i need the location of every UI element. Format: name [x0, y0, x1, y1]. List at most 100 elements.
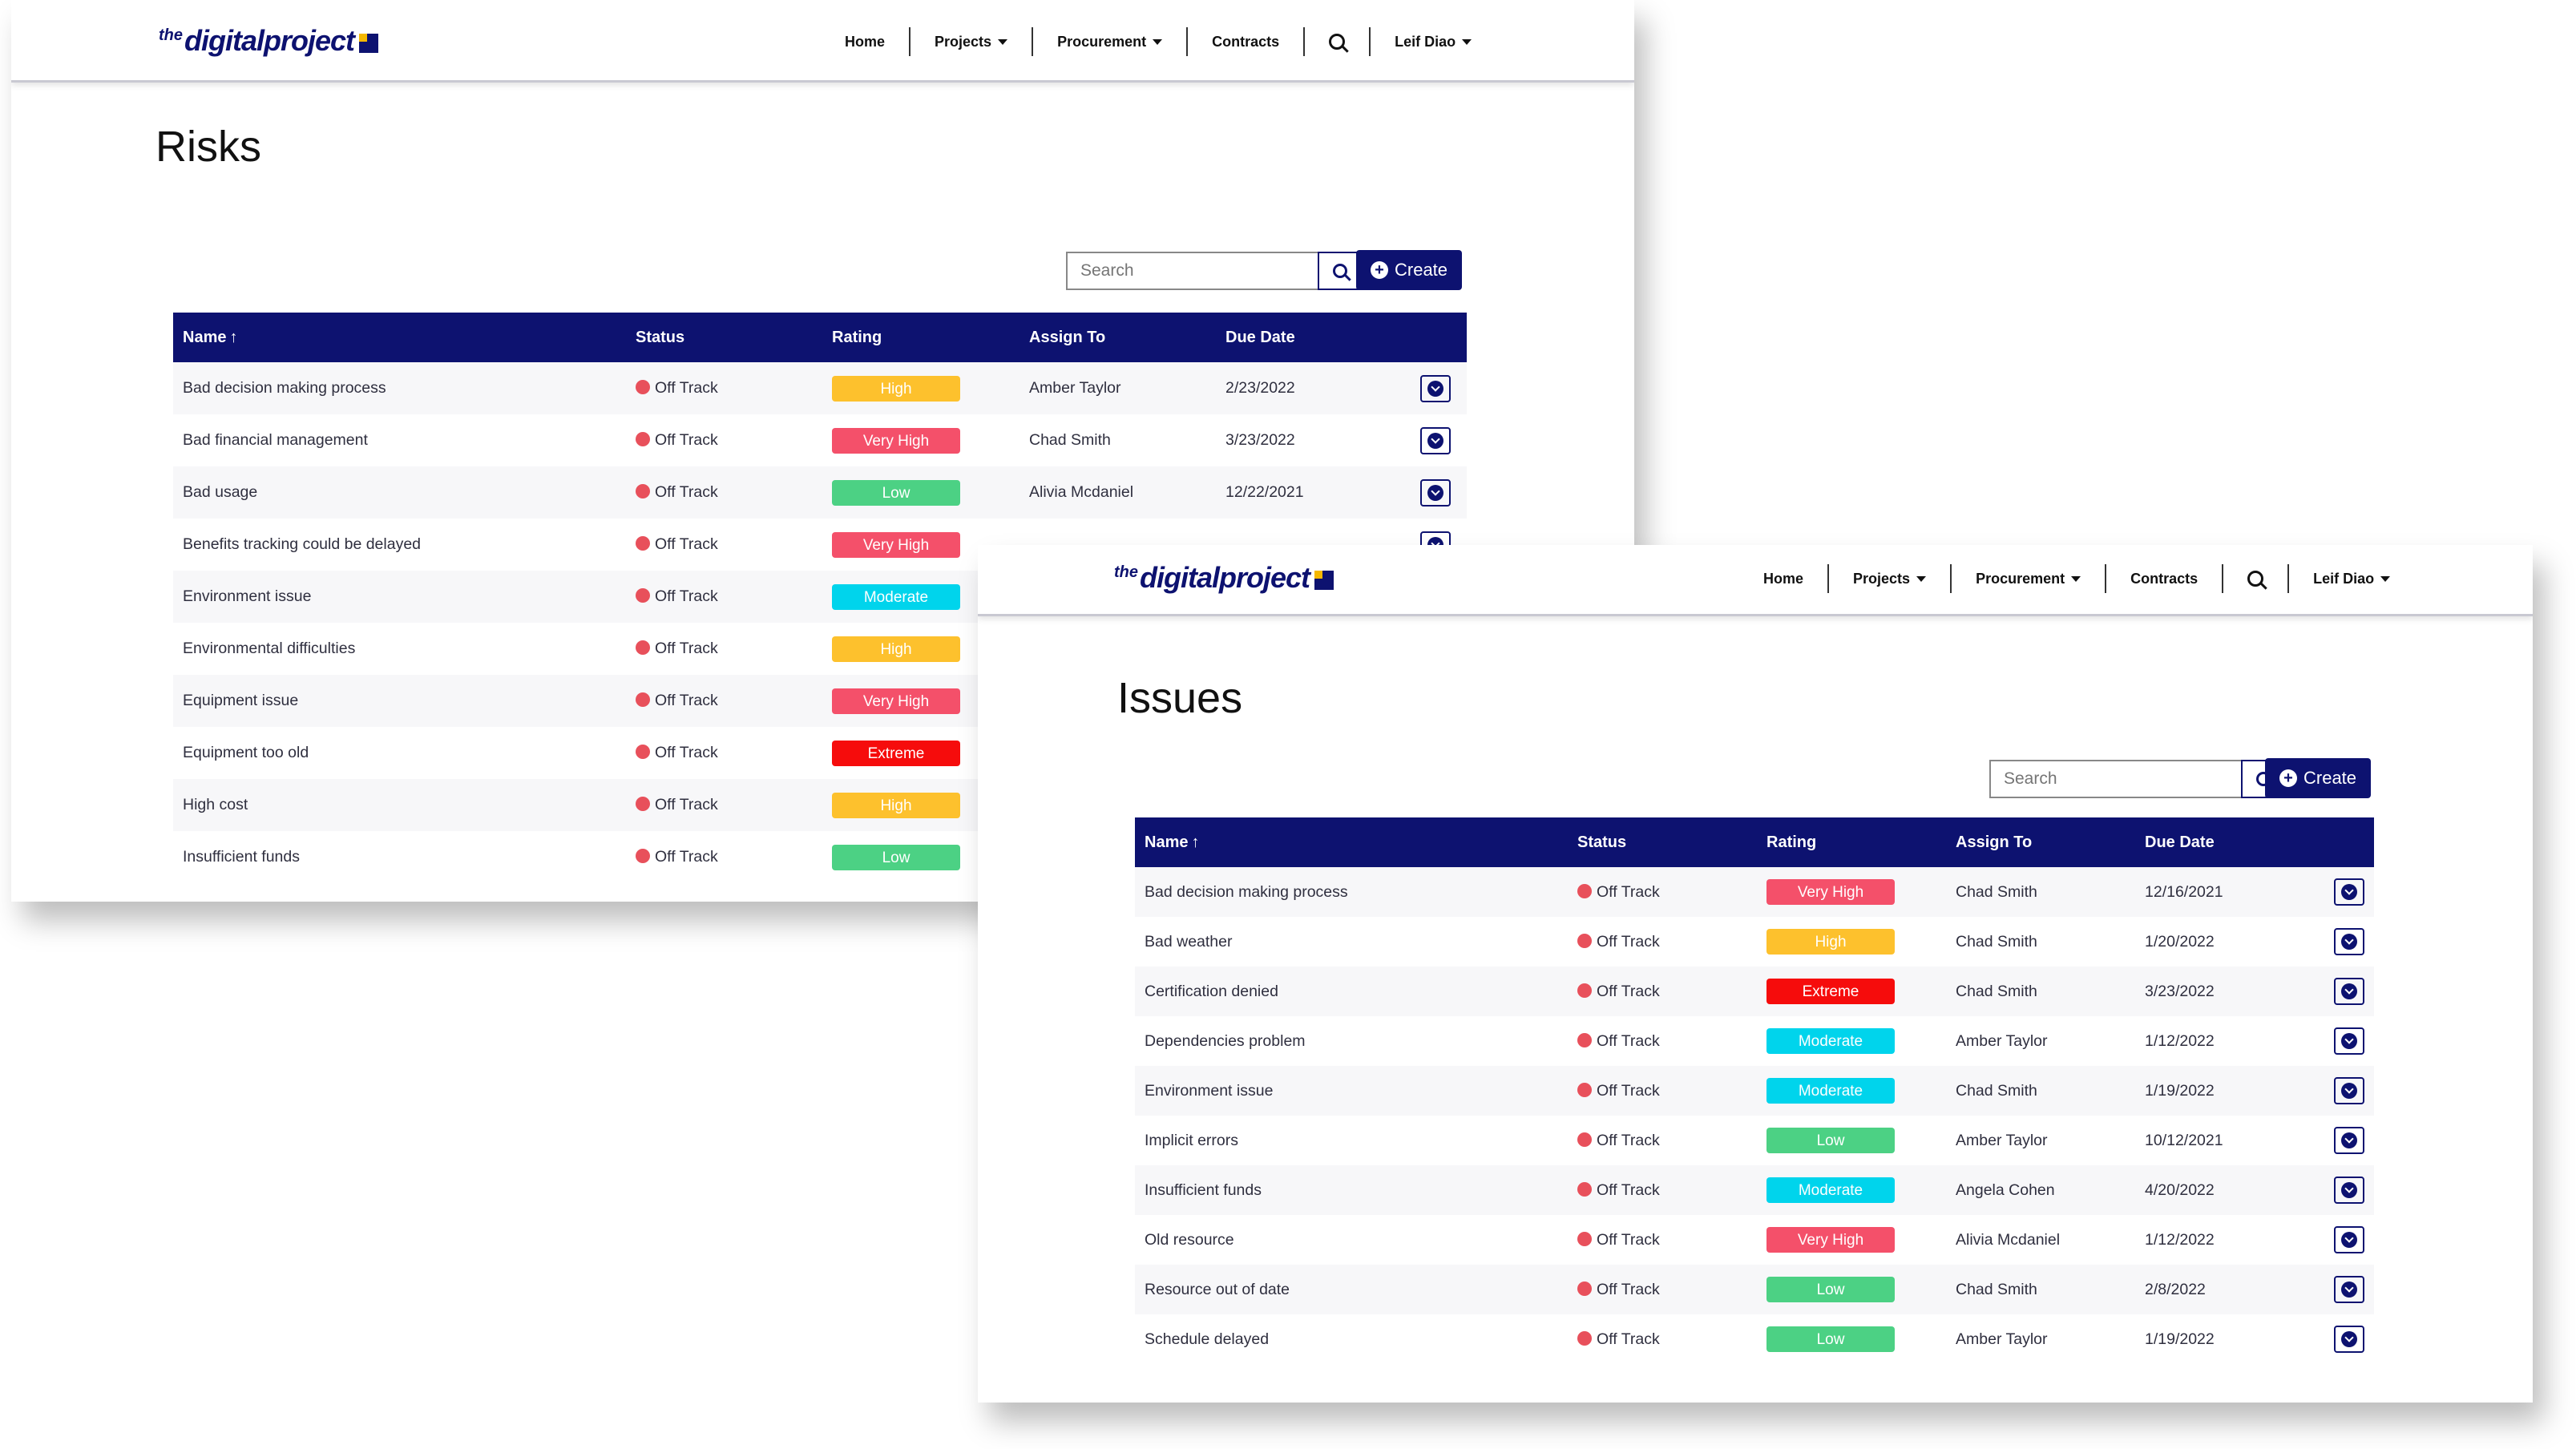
status-label: Off Track — [1597, 882, 1660, 901]
column-header-due-date[interactable]: Due Date — [2135, 817, 2324, 867]
row-rating: Low — [1757, 1314, 1946, 1364]
row-status: Off Track — [626, 571, 822, 623]
nav-home[interactable]: Home — [821, 27, 909, 56]
nav-projects-label: Projects — [1853, 570, 1911, 587]
table-row[interactable]: Bad weather Off Track High Chad Smith 1/20/2… — [1135, 917, 2374, 967]
status-dot-icon — [1577, 983, 1592, 998]
table-row[interactable]: Bad decision making process Off Track High… — [173, 362, 1467, 414]
top-navbar: the digitalproject Home Projects Procure… — [11, 0, 1634, 83]
status-dot-icon — [636, 432, 650, 446]
row-status: Off Track — [626, 675, 822, 727]
table-row[interactable]: Bad financial management Off Track Very Hi… — [173, 414, 1467, 466]
table-row[interactable]: Bad decision making process Off Track Very… — [1135, 867, 2374, 917]
table-row[interactable]: Insufficient funds Off Track Moderate Angel… — [1135, 1165, 2374, 1215]
logo-wordmark: digitalproject — [184, 24, 355, 57]
row-name: Environment issue — [1135, 1066, 1568, 1116]
rating-badge: High — [832, 792, 960, 818]
column-header-actions — [1411, 313, 1467, 362]
nav-contracts[interactable]: Contracts — [2106, 564, 2222, 593]
row-assign-to: Chad Smith — [1946, 1265, 2135, 1314]
table-row[interactable]: Schedule delayed Off Track Low Amber Taylor… — [1135, 1314, 2374, 1364]
chevron-down-circle-icon — [1427, 432, 1443, 449]
nav-search-button[interactable] — [1305, 27, 1369, 56]
row-rating: Very High — [1757, 1215, 1946, 1265]
row-expand-button[interactable] — [2334, 1326, 2364, 1353]
row-expand-button[interactable] — [2334, 1077, 2364, 1104]
nav-procurement[interactable]: Procurement — [1952, 564, 2105, 593]
brand-logo[interactable]: the digitalproject — [1114, 561, 1334, 595]
row-name: Insufficient funds — [173, 831, 626, 883]
search-button[interactable] — [1318, 252, 1363, 290]
status-dot-icon — [636, 849, 650, 863]
search-input[interactable] — [1066, 252, 1318, 290]
table-row[interactable]: Certification denied Off Track Extreme Chad… — [1135, 967, 2374, 1016]
chevron-down-circle-icon — [2341, 934, 2357, 950]
status-dot-icon — [1577, 1330, 1592, 1346]
row-expand-button[interactable] — [2334, 978, 2364, 1005]
nav-projects[interactable]: Projects — [1829, 564, 1950, 593]
table-row[interactable]: Resource out of date Off Track Low Chad Smi… — [1135, 1265, 2374, 1314]
row-assign-to: Chad Smith — [1946, 1066, 2135, 1116]
table-row[interactable]: Old resource Off Track Very High Alivia Mcd… — [1135, 1215, 2374, 1265]
nav-menu: Home Projects Procurement Contracts Leif… — [1739, 564, 2414, 593]
row-expand-button[interactable] — [1420, 478, 1451, 507]
row-actions — [1411, 466, 1467, 519]
column-header-rating[interactable]: Rating — [1757, 817, 1946, 867]
rating-badge: Very High — [832, 688, 960, 714]
table-row[interactable]: Implicit errors Off Track Low Amber Taylor 1… — [1135, 1116, 2374, 1165]
row-due-date: 2/23/2022 — [1216, 362, 1411, 414]
user-name: Leif Diao — [2313, 570, 2375, 587]
table-row[interactable]: Environment issue Off Track Moderate Chad S… — [1135, 1066, 2374, 1116]
row-expand-button[interactable] — [2334, 1127, 2364, 1154]
search-icon — [2247, 571, 2264, 587]
table-row[interactable]: Dependencies problem Off Track Moderate Amb… — [1135, 1016, 2374, 1066]
nav-procurement-label: Procurement — [1976, 570, 2065, 587]
row-status: Off Track — [1568, 917, 1757, 967]
table-header-row: Name ↑ Status Rating Assign To Due Date — [173, 313, 1467, 362]
column-header-assign-to[interactable]: Assign To — [1946, 817, 2135, 867]
create-button[interactable]: + Create — [1356, 250, 1463, 290]
rating-badge: Low — [832, 479, 960, 506]
rating-badge: Low — [1766, 1128, 1895, 1153]
column-header-rating[interactable]: Rating — [822, 313, 1019, 362]
column-header-name[interactable]: Name ↑ — [173, 313, 626, 362]
row-actions — [2324, 1215, 2374, 1265]
column-header-status[interactable]: Status — [626, 313, 822, 362]
search-icon — [1329, 34, 1346, 50]
nav-search-button[interactable] — [2223, 564, 2287, 593]
row-due-date: 1/19/2022 — [2135, 1314, 2324, 1364]
table-row[interactable]: Bad usage Off Track Low Alivia Mcdaniel 12/2… — [173, 466, 1467, 519]
nav-divider — [2287, 564, 2290, 593]
nav-projects[interactable]: Projects — [910, 27, 1032, 56]
brand-logo[interactable]: the digitalproject — [159, 24, 379, 58]
column-header-name[interactable]: Name ↑ — [1135, 817, 1568, 867]
status-label: Off Track — [1597, 1131, 1660, 1149]
create-button[interactable]: + Create — [2265, 758, 2372, 798]
column-header-status[interactable]: Status — [1568, 817, 1757, 867]
user-menu[interactable]: Leif Diao — [1371, 27, 1496, 56]
nav-procurement[interactable]: Procurement — [1033, 27, 1186, 56]
row-expand-button[interactable] — [2334, 1027, 2364, 1055]
row-expand-button[interactable] — [2334, 1177, 2364, 1204]
plus-circle-icon: + — [1371, 261, 1388, 279]
nav-home[interactable]: Home — [1739, 564, 1827, 593]
row-expand-button[interactable] — [1420, 426, 1451, 454]
row-expand-button[interactable] — [1420, 374, 1451, 402]
row-assign-to: Amber Taylor — [1946, 1314, 2135, 1364]
row-rating: Very High — [1757, 867, 1946, 917]
row-expand-button[interactable] — [2334, 1226, 2364, 1253]
row-expand-button[interactable] — [2334, 928, 2364, 955]
search-input[interactable] — [1989, 760, 2241, 798]
create-button-label: Create — [2303, 768, 2357, 788]
nav-contracts[interactable]: Contracts — [1188, 27, 1303, 56]
user-menu[interactable]: Leif Diao — [2289, 564, 2414, 593]
row-expand-button[interactable] — [2334, 878, 2364, 906]
column-header-assign-to[interactable]: Assign To — [1019, 313, 1216, 362]
row-rating: Moderate — [1757, 1165, 1946, 1215]
row-expand-button[interactable] — [2334, 1276, 2364, 1303]
status-dot-icon — [636, 745, 650, 759]
row-rating: Extreme — [1757, 967, 1946, 1016]
column-header-due-date[interactable]: Due Date — [1216, 313, 1411, 362]
page-title: Issues — [1117, 674, 1243, 722]
status-dot-icon — [1577, 1032, 1592, 1047]
